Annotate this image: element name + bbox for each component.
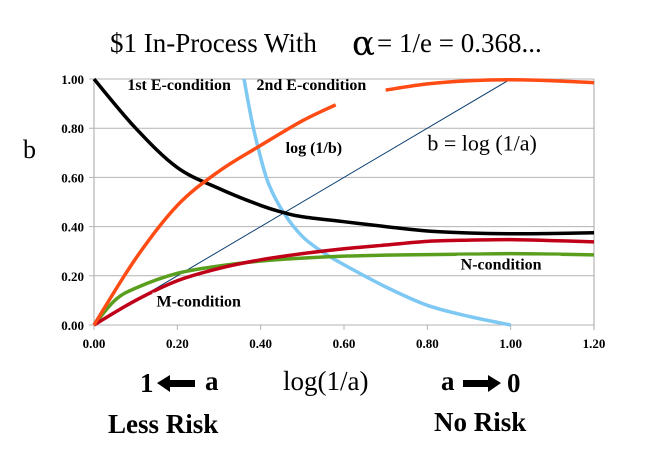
series-2nd-e-condition [385, 77, 595, 92]
title-text: $1 In-Process With [110, 28, 317, 58]
arrow-right-icon [463, 375, 501, 392]
title-alpha-symbol: α [352, 24, 375, 64]
y-tick-label: 0.80 [61, 121, 84, 136]
arrow-left-icon [157, 375, 195, 392]
bottom-one: 1 [140, 368, 154, 398]
annotation-label: M-condition [157, 294, 242, 311]
gridlines [89, 78, 595, 330]
y-tick-label: 1.00 [61, 72, 84, 87]
series-1st-e-condition [92, 77, 595, 236]
annotation-label: N-condition [461, 257, 542, 274]
less-risk-label: Less Risk [108, 409, 218, 439]
x-tick-label: 0.80 [416, 336, 439, 351]
x-tick-label: 0.00 [83, 336, 106, 351]
series-b-log-1-a [93, 78, 511, 326]
bottom-right-a: a [441, 366, 455, 396]
x-axis-label: log(1/a) [283, 366, 368, 396]
annotation-label: log (1/b) [286, 140, 342, 157]
x-tick-label: 0.40 [249, 336, 272, 351]
x-tick-label: 0.20 [166, 336, 189, 351]
annotations: 1st E-condition 2nd E-condition log (1/b) b… [127, 77, 561, 311]
tick-labels: 0.00 0.20 0.40 0.60 0.80 1.00 0.00 0.20 0.40 0.60… [61, 72, 605, 351]
y-tick-label: 0.60 [61, 170, 84, 185]
chart-title: $1 In-Process With α = 1/e = 0.368... [110, 24, 542, 64]
bottom-left-a: a [205, 366, 219, 396]
series-n-condition [92, 251, 595, 327]
y-tick-label: 0.40 [61, 220, 84, 235]
y-axis-label: b [23, 135, 36, 164]
x-tick-label: 1.20 [583, 336, 606, 351]
x-tick-label: 0.60 [333, 336, 356, 351]
bottom-labels: 1 a log(1/a) a 0 Less Risk No Risk [108, 366, 526, 439]
bottom-zero: 0 [507, 368, 521, 398]
annotation-label: 1st E-condition [127, 77, 231, 94]
no-risk-label: No Risk [434, 407, 526, 437]
title-tail: = 1/e = 0.368... [377, 28, 542, 58]
series-log-1-b [242, 78, 512, 327]
annotation-background [152, 292, 257, 311]
series-lines [92, 77, 595, 327]
x-tick-label: 1.00 [499, 336, 522, 351]
series-m-condition [93, 237, 595, 327]
annotation-label: 2nd E-condition [257, 77, 367, 94]
annotation-label: b = log (1/a) [427, 130, 537, 155]
y-tick-label: 0.00 [61, 318, 84, 333]
annotation-background [456, 255, 561, 274]
series-2nd-e-condition [92, 103, 337, 326]
y-tick-label: 0.20 [61, 269, 84, 284]
